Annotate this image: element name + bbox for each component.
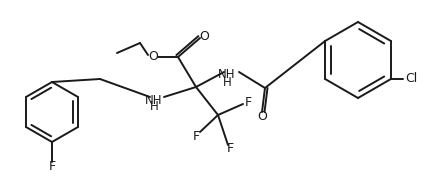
Text: O: O: [148, 50, 158, 64]
Text: NH: NH: [218, 68, 236, 81]
Text: F: F: [192, 130, 199, 142]
Text: H: H: [150, 101, 159, 113]
Text: Cl: Cl: [405, 73, 417, 85]
Text: F: F: [48, 161, 55, 173]
Text: O: O: [257, 110, 267, 122]
Text: F: F: [226, 142, 233, 156]
Text: NH: NH: [145, 93, 163, 107]
Text: O: O: [199, 30, 209, 42]
Text: F: F: [245, 96, 252, 109]
Text: H: H: [223, 76, 231, 88]
